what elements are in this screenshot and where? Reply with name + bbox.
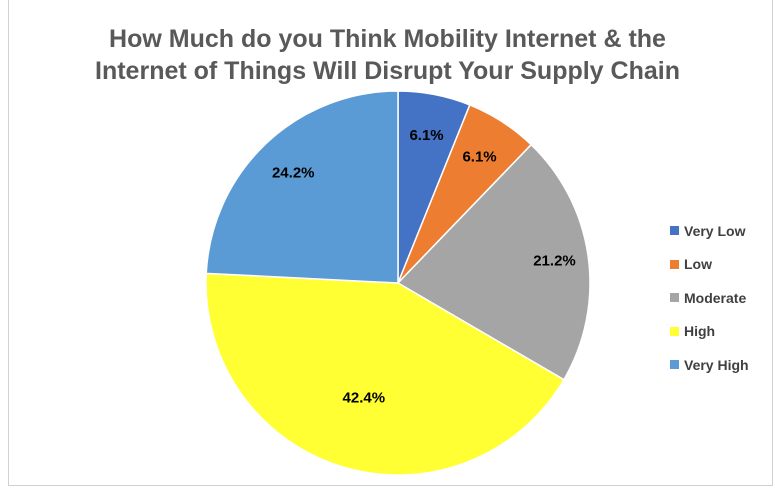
- data-label-low: 6.1%: [462, 149, 496, 166]
- pie-slice-very-high: [205, 90, 399, 284]
- legend-item-high: High: [670, 315, 749, 349]
- legend-swatch-very-low: [670, 226, 679, 236]
- legend-item-low: Low: [670, 248, 749, 282]
- data-label-high: 42.4%: [343, 390, 386, 407]
- legend-item-moderate: Moderate: [670, 281, 749, 315]
- chart-title-line-1: How Much do you Think Mobility Internet …: [109, 25, 666, 53]
- legend-swatch-low: [670, 259, 679, 269]
- chart-title: How Much do you Think Mobility Internet …: [0, 23, 775, 87]
- data-label-very-low: 6.1%: [409, 127, 443, 144]
- chart-legend: Very Low Low Moderate High Very High: [670, 214, 749, 382]
- legend-label-low: Low: [684, 256, 712, 273]
- legend-swatch-moderate: [670, 293, 679, 303]
- legend-label-moderate: Moderate: [684, 289, 747, 306]
- legend-item-very-low: Very Low: [670, 214, 749, 248]
- pie-slice-moderate: [396, 143, 591, 381]
- legend-label-very-low: Very Low: [684, 222, 746, 239]
- legend-swatch-very-high: [670, 360, 679, 370]
- pie-slices: [205, 90, 591, 476]
- legend-label-high: High: [684, 323, 716, 340]
- pie-slice-high: [205, 272, 565, 476]
- pie-data-labels: 6.1% 6.1% 21.2% 42.4% 24.2%: [272, 127, 576, 406]
- legend-swatch-high: [670, 326, 679, 336]
- chart-title-line-2: Internet of Things Will Disrupt Your Sup…: [95, 57, 680, 85]
- legend-label-very-high: Very High: [684, 356, 749, 373]
- data-label-moderate: 21.2%: [533, 253, 576, 270]
- data-label-very-high: 24.2%: [272, 164, 315, 181]
- legend-item-very-high: Very High: [670, 348, 749, 382]
